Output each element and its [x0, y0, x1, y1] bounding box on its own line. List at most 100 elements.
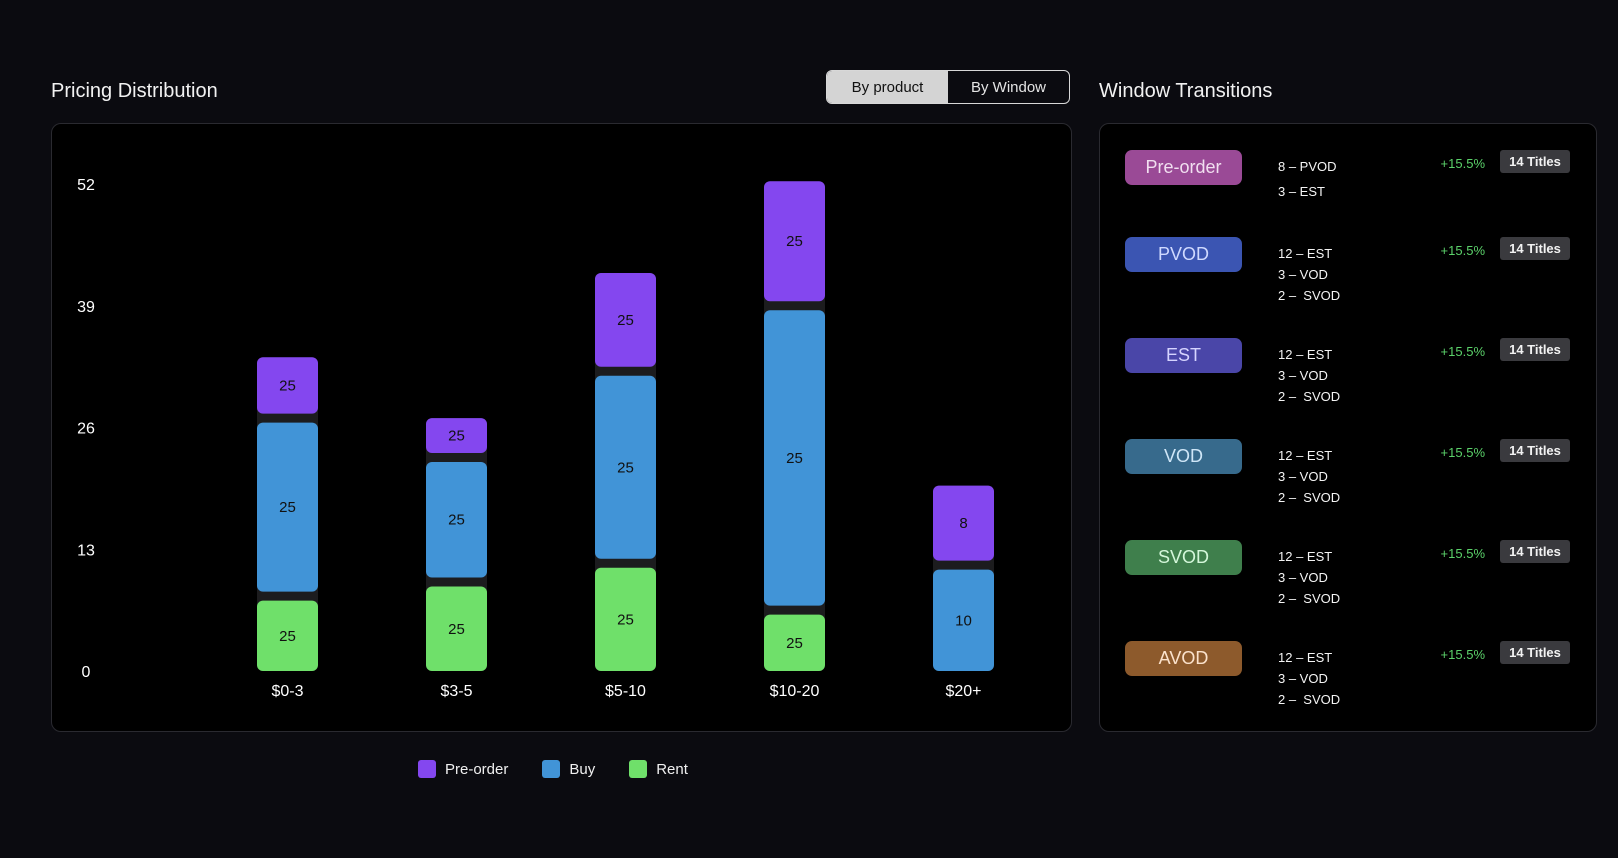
y-tick-label: 39 — [77, 299, 95, 316]
bar-data-label: 25 — [448, 621, 465, 638]
bar-data-label: 25 — [448, 428, 465, 445]
stacked-bar-chart: 0 13 26 39 52 25 25 25 $0-3 25 25 25 $3-5 25 25 25 $5-10… — [77, 177, 994, 700]
transition-line: 12 – EST — [1278, 448, 1333, 463]
legend-item-rent[interactable]: Rent — [629, 760, 688, 778]
transition-line: 2 – SVOD — [1278, 692, 1341, 707]
legend-swatch-buy — [542, 760, 561, 778]
transition-line: 3 – VOD — [1278, 469, 1328, 484]
bar-data-label: 10 — [955, 612, 972, 629]
transition-row-vod: VOD 12 – EST 3 – VOD 2 – SVOD +15.5% 14 … — [1100, 439, 1596, 529]
change-value: +15.5% — [1440, 243, 1485, 258]
x-tick-label: $5-10 — [605, 683, 646, 700]
y-tick-label: 13 — [77, 542, 95, 559]
bar-segment-buy — [257, 422, 318, 592]
transition-row-svod: SVOD 12 – EST 3 – VOD 2 – SVOD +15.5% 14… — [1100, 540, 1596, 630]
bar-data-label: 25 — [279, 628, 296, 645]
toggle-by-product[interactable]: By product — [827, 71, 948, 103]
legend-item-preorder[interactable]: Pre-order — [418, 760, 508, 778]
bar-segment-rent — [257, 600, 318, 671]
transition-line: 12 – EST — [1278, 549, 1333, 564]
titles-count-badge: 14 Titles — [1500, 150, 1570, 173]
titles-count-badge: 14 Titles — [1500, 540, 1570, 563]
bar-segment-buy — [933, 569, 994, 671]
transition-row-pvod: PVOD 12 – EST 3 – VOD 2 – SVOD +15.5% 14… — [1100, 237, 1596, 327]
bar-data-label: 25 — [448, 512, 465, 529]
transitions-title: Window Transitions — [1099, 80, 1273, 102]
badge-avod[interactable]: AVOD — [1125, 641, 1242, 676]
change-value: +15.5% — [1440, 344, 1485, 359]
transition-row-est: EST 12 – EST 3 – VOD 2 – SVOD +15.5% 14 … — [1100, 338, 1596, 428]
y-tick-label: 26 — [77, 421, 95, 438]
transition-lines: 12 – EST 3 – VOD 2 – SVOD — [1278, 546, 1340, 609]
chart-panel: 0 13 26 39 52 25 25 25 $0-3 25 25 25 $3-5 25 25 25 $5-10… — [51, 123, 1072, 732]
transition-lines: 12 – EST 3 – VOD 2 – SVOD — [1278, 647, 1340, 710]
bar-segment-preorder — [595, 272, 656, 367]
transition-line: 3 – VOD — [1278, 368, 1328, 383]
bar-segment-buy — [764, 310, 825, 606]
bar-segment-rent — [764, 614, 825, 671]
change-value: +15.5% — [1440, 156, 1485, 171]
transition-lines: 8 – PVOD 3 – EST — [1278, 156, 1337, 202]
transition-line: 8 – PVOD — [1278, 159, 1337, 174]
legend-label-buy: Buy — [569, 760, 596, 778]
bar-segment-preorder — [426, 418, 487, 453]
transition-line: 12 – EST — [1278, 347, 1333, 362]
bar-data-label: 25 — [279, 377, 296, 394]
titles-count-badge: 14 Titles — [1500, 439, 1570, 462]
bar-segment-preorder — [933, 485, 994, 561]
change-value: +15.5% — [1440, 546, 1485, 561]
change-value: +15.5% — [1440, 647, 1485, 662]
transition-lines: 12 – EST 3 – VOD 2 – SVOD — [1278, 344, 1340, 407]
legend-label-rent: Rent — [656, 760, 688, 778]
view-toggle: By product By Window — [826, 70, 1070, 104]
bar-segment-preorder — [257, 357, 318, 414]
change-value: +15.5% — [1440, 445, 1485, 460]
legend-item-buy[interactable]: Buy — [542, 760, 595, 778]
bar-segment-preorder — [764, 181, 825, 302]
titles-count-badge: 14 Titles — [1500, 338, 1570, 361]
transition-lines: 12 – EST 3 – VOD 2 – SVOD — [1278, 445, 1340, 508]
y-tick-label: 52 — [77, 177, 95, 194]
legend-swatch-preorder — [418, 760, 436, 778]
transition-line: 2 – SVOD — [1278, 490, 1341, 505]
transition-lines: 12 – EST 3 – VOD 2 – SVOD — [1278, 243, 1340, 306]
badge-vod[interactable]: VOD — [1125, 439, 1242, 474]
bar-data-label: 25 — [617, 312, 634, 329]
chart-legend: Pre-order Buy Rent — [418, 760, 688, 778]
x-tick-label: $10-20 — [770, 683, 820, 700]
legend-swatch-rent — [629, 760, 648, 778]
transition-line: 2 – SVOD — [1278, 288, 1341, 303]
transition-line: 2 – SVOD — [1278, 591, 1341, 606]
transition-line: 12 – EST — [1278, 650, 1333, 665]
badge-est[interactable]: EST — [1125, 338, 1242, 373]
badge-preorder[interactable]: Pre-order — [1125, 150, 1242, 185]
badge-pvod[interactable]: PVOD — [1125, 237, 1242, 272]
transition-line: 2 – SVOD — [1278, 389, 1341, 404]
titles-count-badge: 14 Titles — [1500, 641, 1570, 664]
badge-svod[interactable]: SVOD — [1125, 540, 1242, 575]
bar-data-label: 25 — [786, 635, 803, 652]
chart-title: Pricing Distribution — [51, 80, 218, 102]
transition-line: 3 – EST — [1278, 184, 1325, 199]
legend-label-preorder: Pre-order — [445, 760, 509, 778]
bar-data-label: 25 — [786, 450, 803, 467]
transition-line: 3 – VOD — [1278, 671, 1328, 686]
bar-segment-buy — [426, 461, 487, 578]
transition-line: 3 – VOD — [1278, 267, 1328, 282]
transitions-panel: Pre-order 8 – PVOD 3 – EST +15.5% 14 Tit… — [1099, 123, 1597, 732]
y-tick-label: 0 — [82, 664, 91, 681]
x-tick-label: $3-5 — [440, 683, 472, 700]
bar-segment-rent — [426, 586, 487, 671]
x-tick-label: $0-3 — [271, 683, 303, 700]
bar-data-label: 25 — [279, 499, 296, 516]
x-tick-label: $20+ — [945, 683, 981, 700]
toggle-by-window[interactable]: By Window — [970, 78, 1047, 96]
bar-data-label: 25 — [617, 459, 634, 476]
bar-data-label: 8 — [959, 515, 967, 532]
transition-line: 12 – EST — [1278, 246, 1333, 261]
bar-data-label: 25 — [786, 233, 803, 250]
transition-row-preorder: Pre-order 8 – PVOD 3 – EST +15.5% 14 Tit… — [1100, 150, 1596, 240]
transition-row-avod: AVOD 12 – EST 3 – VOD 2 – SVOD +15.5% 14… — [1100, 641, 1596, 731]
bar-segment-rent — [595, 567, 656, 671]
titles-count-badge: 14 Titles — [1500, 237, 1570, 260]
